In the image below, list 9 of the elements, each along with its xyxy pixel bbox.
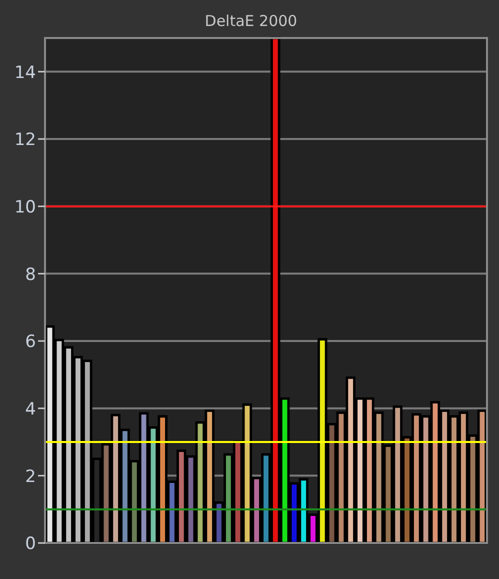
chart-title: DeltaE 2000	[204, 12, 298, 30]
y-tick-label: 10	[14, 197, 36, 218]
y-tick-label: 2	[25, 466, 36, 487]
y-tick-label: 6	[25, 332, 36, 352]
y-tick-label: 8	[25, 264, 36, 285]
y-tick-label: 12	[14, 130, 36, 150]
y-tick-label: 14	[14, 62, 36, 83]
y-tick-label: 0	[25, 534, 36, 554]
y-tick-label: 4	[25, 399, 36, 420]
